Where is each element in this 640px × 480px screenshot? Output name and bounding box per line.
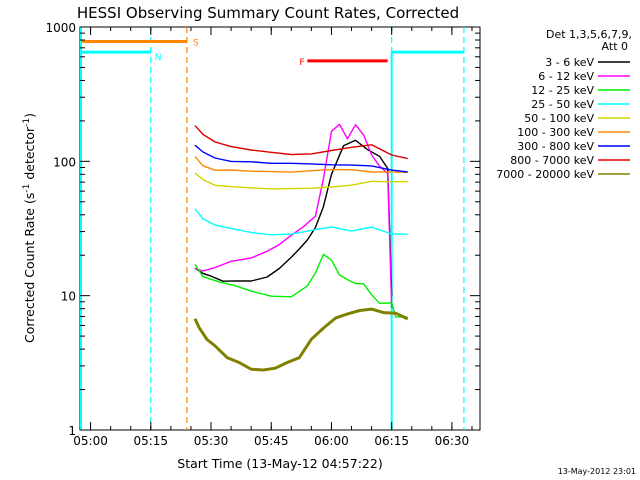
legend-label: 25 - 50 keV — [531, 98, 594, 111]
chart-title: HESSI Observing Summary Count Rates, Cor… — [77, 4, 459, 22]
x-tick-label: 05:30 — [194, 434, 229, 448]
series-line-3 — [194, 208, 408, 236]
x-axis-label: Start Time (13-May-12 04:57:22) — [177, 456, 382, 471]
legend-header-detectors: Det 1,3,5,6,7,9, — [546, 28, 632, 41]
y-axis-label-mid: detector — [22, 126, 37, 184]
series-line-1 — [194, 123, 393, 308]
x-tick-label: 06:00 — [314, 434, 349, 448]
x-tick-label: 06:15 — [374, 434, 409, 448]
series-line-4 — [194, 172, 408, 190]
x-tick-label: 05:00 — [73, 434, 108, 448]
x-tick-label: 06:30 — [435, 434, 470, 448]
legend-header-attenuator: Att 0 — [602, 40, 628, 53]
legend-label: 6 - 12 keV — [538, 70, 594, 83]
plot-area: N S F 05:00 05:15 05:30 05:45 06:00 06:15 06:30 1… — [45, 21, 481, 448]
y-tick-label: 1000 — [45, 21, 76, 35]
y-tick-label: 10 — [61, 290, 76, 304]
legend-label: 800 - 7000 keV — [510, 154, 594, 167]
y-axis-label-sup2: -1 — [22, 118, 32, 127]
legend-label: 12 - 25 keV — [531, 84, 594, 97]
axis-ticks: 05:00 05:15 05:30 05:45 06:00 06:15 06:30 1 10 10… — [45, 21, 480, 448]
x-tick-label: 05:45 — [254, 434, 289, 448]
y-tick-label: 100 — [53, 155, 76, 169]
plot-frame — [79, 26, 481, 431]
flag-N-label: N — [155, 53, 162, 63]
flag-F-label: F — [299, 58, 304, 68]
flag-S-label: S — [193, 38, 199, 48]
y-axis-label-sup1: -1 — [22, 184, 32, 193]
series-line-0 — [194, 139, 393, 297]
legend-label: 50 - 100 keV — [524, 112, 594, 125]
timestamp: 13-May-2012 23:01 — [558, 467, 636, 476]
series-line-8 — [193, 307, 409, 372]
series-line-2 — [194, 253, 408, 318]
y-axis-label: Corrected Count Rate (s-1 detector-1) — [22, 113, 37, 343]
observing-flags: N S F — [80, 27, 465, 430]
y-axis-label-main: Corrected Count Rate (s — [22, 193, 37, 343]
y-tick-label: 1 — [68, 424, 76, 438]
legend-label: 3 - 6 keV — [545, 56, 594, 69]
y-axis-label-end: ) — [22, 113, 37, 118]
series-line-5 — [194, 156, 408, 173]
legend-label: 100 - 300 keV — [517, 126, 594, 139]
series-lines — [193, 123, 409, 372]
legend-label: 300 - 800 keV — [517, 140, 594, 153]
x-tick-label: 05:15 — [133, 434, 168, 448]
series-line-6 — [194, 144, 408, 173]
legend-label: 7000 - 20000 keV — [496, 168, 594, 181]
series-line-7 — [194, 125, 408, 160]
